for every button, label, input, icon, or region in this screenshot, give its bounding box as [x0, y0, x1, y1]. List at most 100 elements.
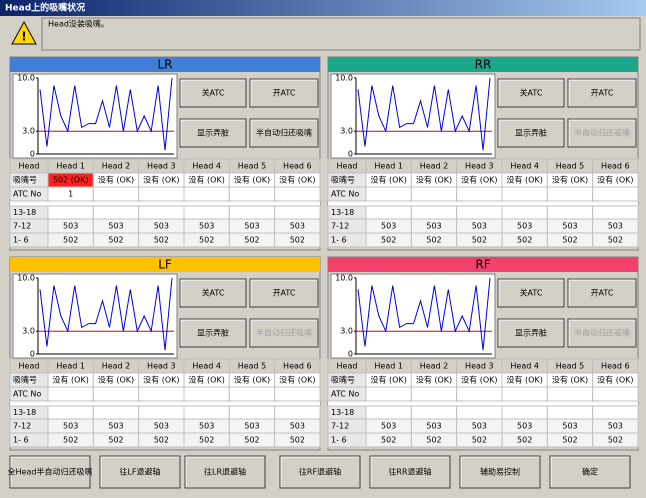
table-cell-text: 502 [290, 236, 305, 245]
button-face[interactable] [497, 118, 565, 148]
title-bar [0, 0, 646, 16]
button-bevel [498, 119, 563, 146]
button[interactable]: 关ATC [497, 78, 565, 108]
button-label[interactable]: 半自动归还吸嘴 [256, 328, 312, 338]
table-cell [410, 186, 458, 202]
button[interactable]: 辅助易控制 [459, 455, 541, 489]
button[interactable]: 开ATC [249, 278, 319, 308]
button-face[interactable] [497, 78, 565, 108]
button[interactable]: 确定 [549, 455, 631, 489]
button-face[interactable] [497, 318, 565, 348]
button-label[interactable]: 关ATC [202, 288, 225, 298]
table-cell-text: 13-18 [331, 208, 354, 217]
button-label[interactable]: 显示弄脏 [515, 328, 547, 338]
button-face[interactable] [179, 78, 247, 108]
table-cell-text: 502 (OK) [53, 176, 89, 185]
button-label[interactable]: 开ATC [273, 89, 296, 98]
button-face[interactable] [249, 318, 319, 348]
button[interactable]: 往LR退避轴 [184, 455, 266, 489]
button-face[interactable] [179, 318, 247, 348]
button-face[interactable] [249, 78, 319, 108]
button-face[interactable] [567, 78, 637, 108]
button-face[interactable] [369, 455, 451, 489]
button-label[interactable]: 开ATC [591, 289, 614, 298]
button-face[interactable] [249, 278, 319, 308]
button-label[interactable]: 开ATC [273, 289, 296, 298]
button-bevel [250, 119, 317, 146]
table-cell [274, 432, 321, 448]
button[interactable]: 半自动归还吸嘴 [567, 318, 637, 348]
button-label[interactable]: 确定 [582, 467, 598, 477]
table-cell [501, 186, 548, 202]
table-cell-text: 没有 (OK) [53, 375, 89, 385]
button-face[interactable] [567, 118, 637, 148]
button[interactable]: 往RF退避轴 [279, 455, 361, 489]
button-label[interactable]: 往RF退避轴 [299, 467, 341, 477]
button-label[interactable]: 半自动归还吸嘴 [256, 128, 312, 138]
table-cell-text: 没有 (OK) [279, 175, 315, 185]
button-label[interactable]: 关ATC [202, 88, 225, 98]
table-cell [183, 186, 230, 202]
table-header: Head 4 [510, 362, 539, 371]
button-bevel [568, 279, 635, 306]
table-cell-text: 503 [154, 422, 169, 431]
button-face[interactable] [497, 278, 565, 308]
table-cell [138, 205, 185, 220]
button-label[interactable]: 显示弄脏 [515, 128, 547, 138]
table-cell-text: 503 [199, 222, 214, 231]
button-label[interactable]: 往LF退避轴 [119, 467, 160, 477]
panel-header [328, 57, 638, 72]
button[interactable]: 显示弄脏 [179, 318, 247, 348]
button[interactable]: 显示弄脏 [497, 318, 565, 348]
button[interactable]: 关ATC [179, 78, 247, 108]
table-cell-text: 吸嘴号 [13, 375, 37, 385]
button[interactable]: 往RR退避轴 [369, 455, 451, 489]
button[interactable]: 显示弄脏 [497, 118, 565, 148]
button[interactable]: 半自动归还吸嘴 [249, 118, 319, 148]
button-label[interactable]: 半自动归还吸嘴 [574, 128, 630, 138]
table-cell-text: 1- 6 [13, 236, 29, 245]
button[interactable]: 往LF退避轴 [99, 455, 181, 489]
button-label[interactable]: 半自动归还吸嘴 [574, 328, 630, 338]
button-label[interactable]: 往LR退避轴 [204, 467, 246, 477]
button-face[interactable] [549, 455, 631, 489]
warning-icon: ! [11, 20, 37, 45]
button-face[interactable] [99, 455, 181, 489]
button-label[interactable]: 开ATC [591, 89, 614, 98]
button[interactable]: 开ATC [567, 278, 637, 308]
table-cell-text: 503 [426, 422, 441, 431]
table-cell-text: 1- 6 [331, 436, 347, 445]
button-face[interactable] [184, 455, 266, 489]
button[interactable]: 显示弄脏 [179, 118, 247, 148]
table-cell-text: 503 [154, 222, 169, 231]
button-face[interactable] [9, 455, 91, 489]
button-label[interactable]: 关ATC [520, 288, 543, 298]
table-cell [365, 186, 412, 202]
button-face[interactable] [179, 278, 247, 308]
button-bevel [250, 79, 317, 106]
button-label[interactable]: 往RR退避轴 [388, 467, 431, 477]
button-label[interactable]: 显示弄脏 [197, 328, 229, 338]
button[interactable]: 开ATC [567, 78, 637, 108]
button[interactable]: 全Head半自动归还吸嘴 [8, 455, 93, 489]
button[interactable]: 关ATC [497, 278, 565, 308]
button[interactable]: 半自动归还吸嘴 [249, 318, 319, 348]
button-label[interactable]: 关ATC [520, 88, 543, 98]
panel-title: LR [157, 58, 172, 72]
button-face[interactable] [279, 455, 361, 489]
button[interactable]: 开ATC [249, 78, 319, 108]
button-label[interactable]: 辅助易控制 [480, 467, 520, 477]
button-face[interactable] [179, 118, 247, 148]
table-cell-text: 没有 (OK) [98, 375, 134, 385]
button-face[interactable] [567, 278, 637, 308]
button-label[interactable]: 全Head半自动归还吸嘴 [8, 467, 93, 477]
button-face[interactable] [567, 318, 637, 348]
button[interactable]: 半自动归还吸嘴 [567, 118, 637, 148]
button-face[interactable] [249, 118, 319, 148]
table-header: Head 4 [192, 162, 221, 171]
button-label[interactable]: 显示弄脏 [197, 128, 229, 138]
button-face[interactable] [459, 455, 541, 489]
table-cell [228, 386, 276, 402]
button[interactable]: 关ATC [179, 278, 247, 308]
table-cell-text: ATC No [13, 190, 41, 199]
